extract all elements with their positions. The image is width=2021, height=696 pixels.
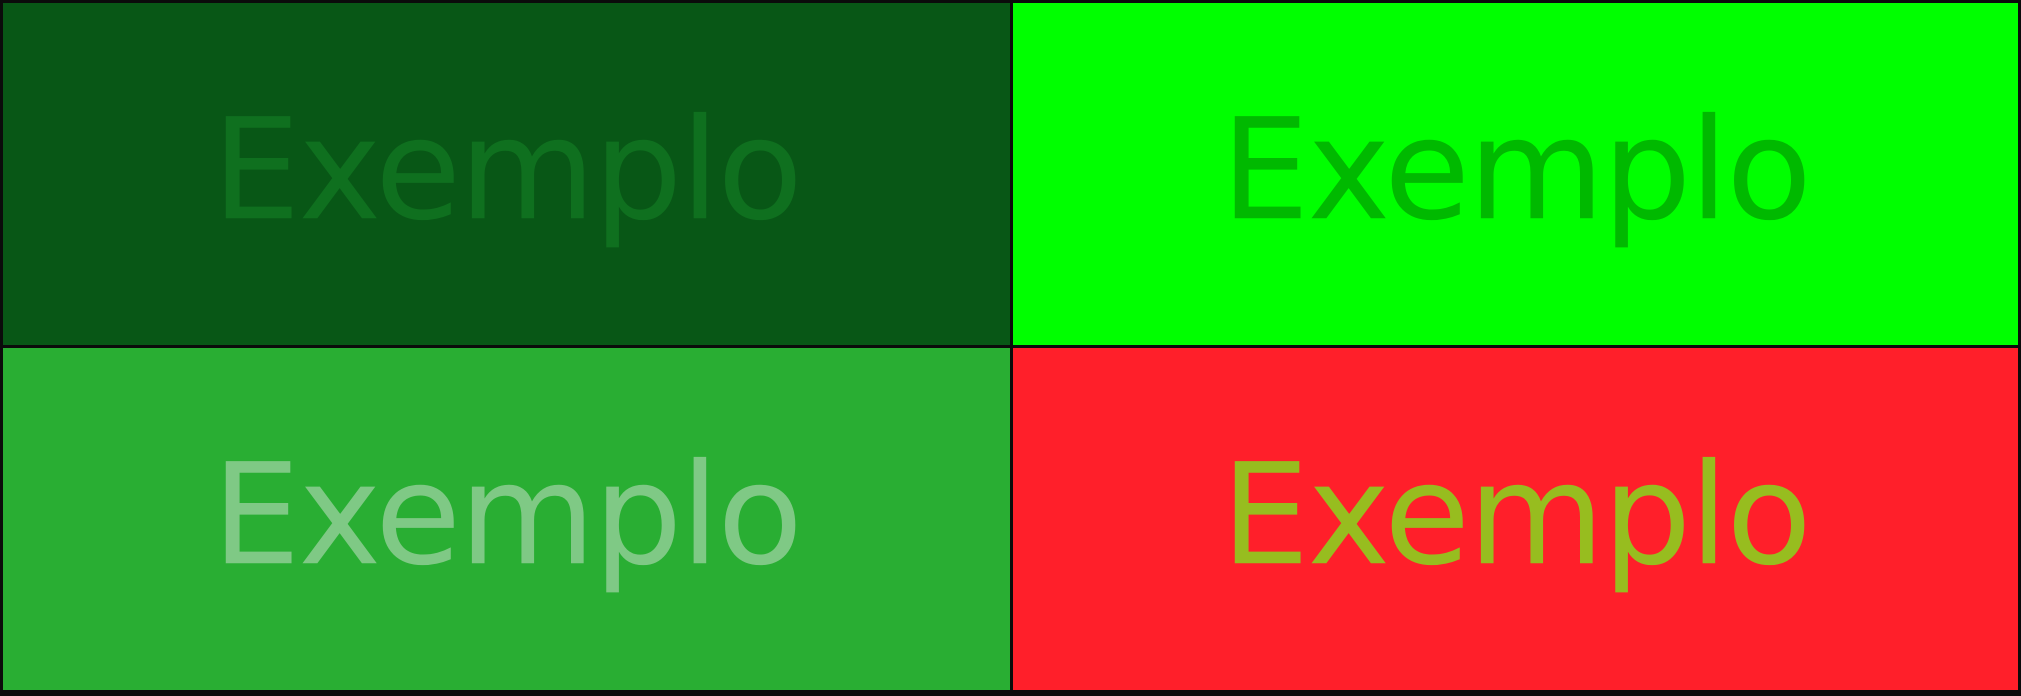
swatch-label: Exemplo <box>1221 434 1812 598</box>
swatch-label: Exemplo <box>1221 89 1812 253</box>
swatch-label: Exemplo <box>212 434 803 598</box>
swatch-dark-green: Exemplo <box>3 3 1010 345</box>
swatch-bright-green: Exemplo <box>1013 3 2018 345</box>
swatch-red: Exemplo <box>1013 348 2018 690</box>
swatch-label: Exemplo <box>212 89 803 253</box>
swatch-medium-green: Exemplo <box>3 348 1010 690</box>
